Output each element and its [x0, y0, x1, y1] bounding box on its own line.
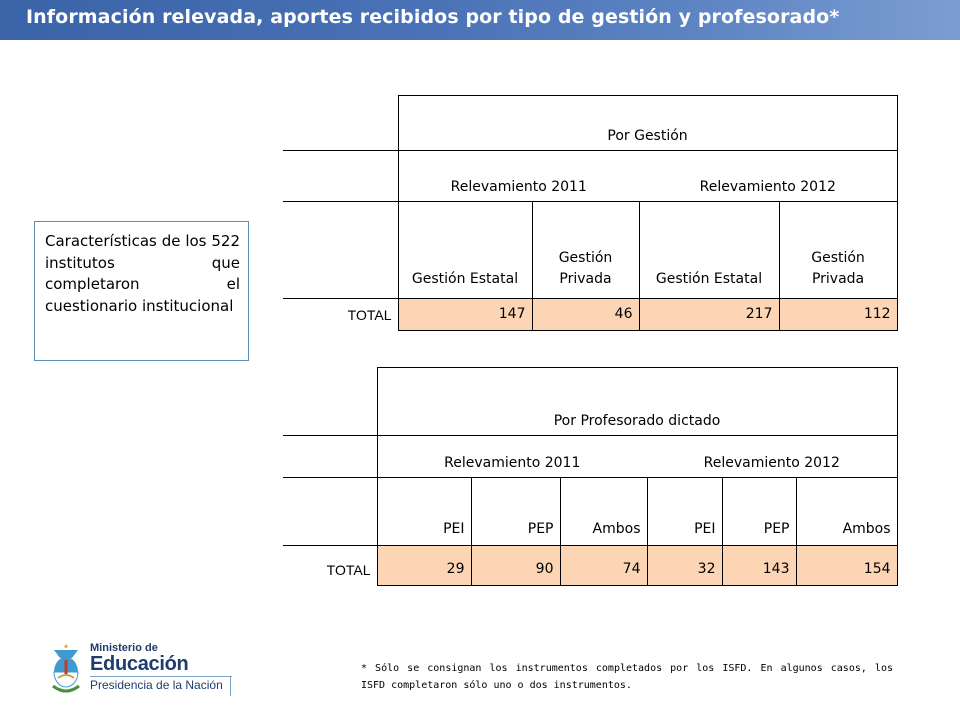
column-header: Ambos — [559, 477, 648, 546]
logo-line-presidency: Presidencia de la Nación — [90, 678, 223, 692]
group-title: Por Gestión — [397, 95, 898, 151]
value-cell: 112 — [778, 298, 898, 331]
year-header-2011: Relevamiento 2011 — [376, 435, 647, 478]
logo-divider-vertical — [230, 676, 231, 696]
column-header: Gestión Privada — [778, 201, 898, 299]
ministry-logo: Ministerio de Educación Presidencia de l… — [48, 640, 233, 700]
value-cell: 46 — [531, 298, 640, 331]
value-cell: 90 — [470, 545, 561, 586]
value-cell: 143 — [721, 545, 797, 586]
column-header: PEI — [376, 477, 472, 546]
logo-line-education: Educación — [90, 653, 189, 675]
empty-cell — [283, 201, 399, 299]
institutes-summary-box: Características de los 522 institutos qu… — [34, 221, 249, 361]
year-header-2012: Relevamiento 2012 — [647, 435, 898, 478]
value-cell: 32 — [646, 545, 723, 586]
row-label-total: TOTAL — [283, 545, 378, 586]
column-header: PEP — [721, 477, 797, 546]
value-cell: 147 — [397, 298, 533, 331]
group-title: Por Profesorado dictado — [376, 367, 898, 436]
value-cell: 29 — [376, 545, 472, 586]
logo-divider — [90, 676, 232, 677]
column-header: PEP — [470, 477, 561, 546]
empty-corner-cell — [283, 95, 399, 151]
national-coat-of-arms-icon — [52, 644, 80, 693]
row-label-total: TOTAL — [283, 298, 399, 331]
title-bar: Información relevada, aportes recibidos … — [0, 0, 960, 40]
value-cell: 74 — [559, 545, 648, 586]
logo-line-ministry: Ministerio de — [90, 642, 158, 654]
empty-cell — [283, 477, 378, 546]
table-by-teacher-training: Por Profesorado dictado Relevamiento 201… — [283, 367, 898, 586]
column-header: Gestión Estatal — [397, 201, 533, 299]
table-by-management: Por Gestión Relevamiento 2011 Relevamien… — [283, 95, 898, 331]
column-header: Ambos — [795, 477, 898, 546]
value-cell: 217 — [638, 298, 780, 331]
column-header: Gestión Privada — [531, 201, 640, 299]
value-cell: 154 — [795, 545, 898, 586]
page-title: Información relevada, aportes recibidos … — [26, 6, 840, 28]
empty-cell — [283, 435, 378, 478]
footnote: * Sólo se consignan los instrumentos com… — [361, 663, 893, 691]
column-header: PEI — [646, 477, 723, 546]
empty-corner-cell — [283, 367, 378, 436]
year-header-2011: Relevamiento 2011 — [397, 150, 639, 202]
empty-cell — [283, 150, 399, 202]
column-header: Gestión Estatal — [638, 201, 780, 299]
year-header-2012: Relevamiento 2012 — [639, 150, 898, 202]
